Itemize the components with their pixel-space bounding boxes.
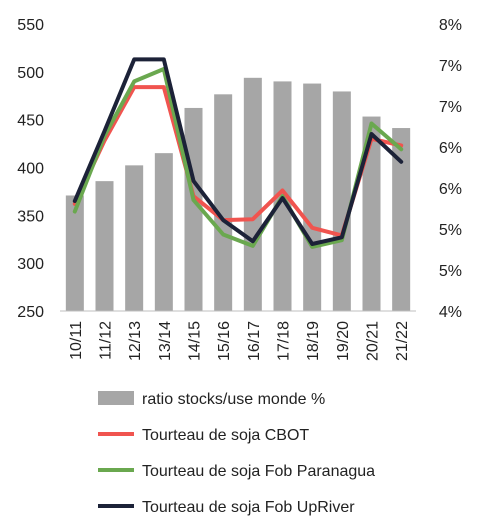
x-tick-label: 18/19 — [305, 321, 322, 361]
x-tick-label: 17/18 — [276, 321, 293, 361]
y-right-tick-label: 6% — [439, 140, 462, 157]
x-tick-label: 10/11 — [68, 321, 85, 360]
bar-20-21 — [362, 116, 381, 312]
bar-21-22 — [392, 128, 411, 311]
y-left-tick-label: 400 — [17, 161, 44, 178]
y-right-tick-label: 5% — [439, 263, 462, 280]
x-tick-label: 11/12 — [98, 321, 115, 360]
bar-15-16 — [214, 94, 233, 311]
legend-label: Tourteau de soja CBOT — [142, 427, 309, 444]
line-series-1 — [72, 85, 404, 238]
y-right-tick-label: 6% — [439, 181, 462, 198]
x-tick-label: 16/17 — [246, 321, 263, 361]
bar-19-20 — [332, 91, 351, 311]
x-tick-label: 13/14 — [157, 321, 174, 361]
x-tick-label: 12/13 — [127, 321, 144, 361]
x-tick-label: 19/20 — [335, 321, 352, 361]
x-tick-label: 14/15 — [187, 321, 204, 361]
x-tick-label: 15/16 — [216, 321, 233, 361]
bar-11-12 — [95, 181, 114, 311]
y-left-tick-label: 250 — [17, 304, 44, 321]
y-right-tick-label: 7% — [439, 58, 462, 75]
legend-label: ratio stocks/use monde % — [142, 391, 325, 408]
legend-swatch-bar — [98, 391, 134, 405]
line-series-3 — [72, 57, 404, 246]
x-tick-label: 20/21 — [365, 321, 382, 361]
bar-12-13 — [125, 165, 144, 311]
y-right-tick-label: 5% — [439, 222, 462, 239]
bar-13-14 — [154, 153, 173, 311]
y-left-tick-label: 550 — [17, 17, 44, 34]
y-right-tick-label: 4% — [439, 304, 462, 321]
legend-label: Tourteau de soja Fob UpRiver — [142, 499, 355, 516]
y-right-tick-label: 7% — [439, 99, 462, 116]
bar-18-19 — [303, 83, 322, 312]
bar-16-17 — [243, 77, 262, 311]
bar-10-11 — [65, 195, 84, 311]
y-left-tick-label: 350 — [17, 208, 44, 225]
y-left-tick-label: 500 — [17, 65, 44, 82]
x-tick-label: 21/22 — [394, 321, 411, 361]
legend-label: Tourteau de soja Fob Paranagua — [142, 463, 375, 480]
y-left-tick-label: 300 — [17, 256, 44, 273]
y-right-tick-label: 8% — [439, 17, 462, 34]
y-left-tick-label: 450 — [17, 113, 44, 130]
